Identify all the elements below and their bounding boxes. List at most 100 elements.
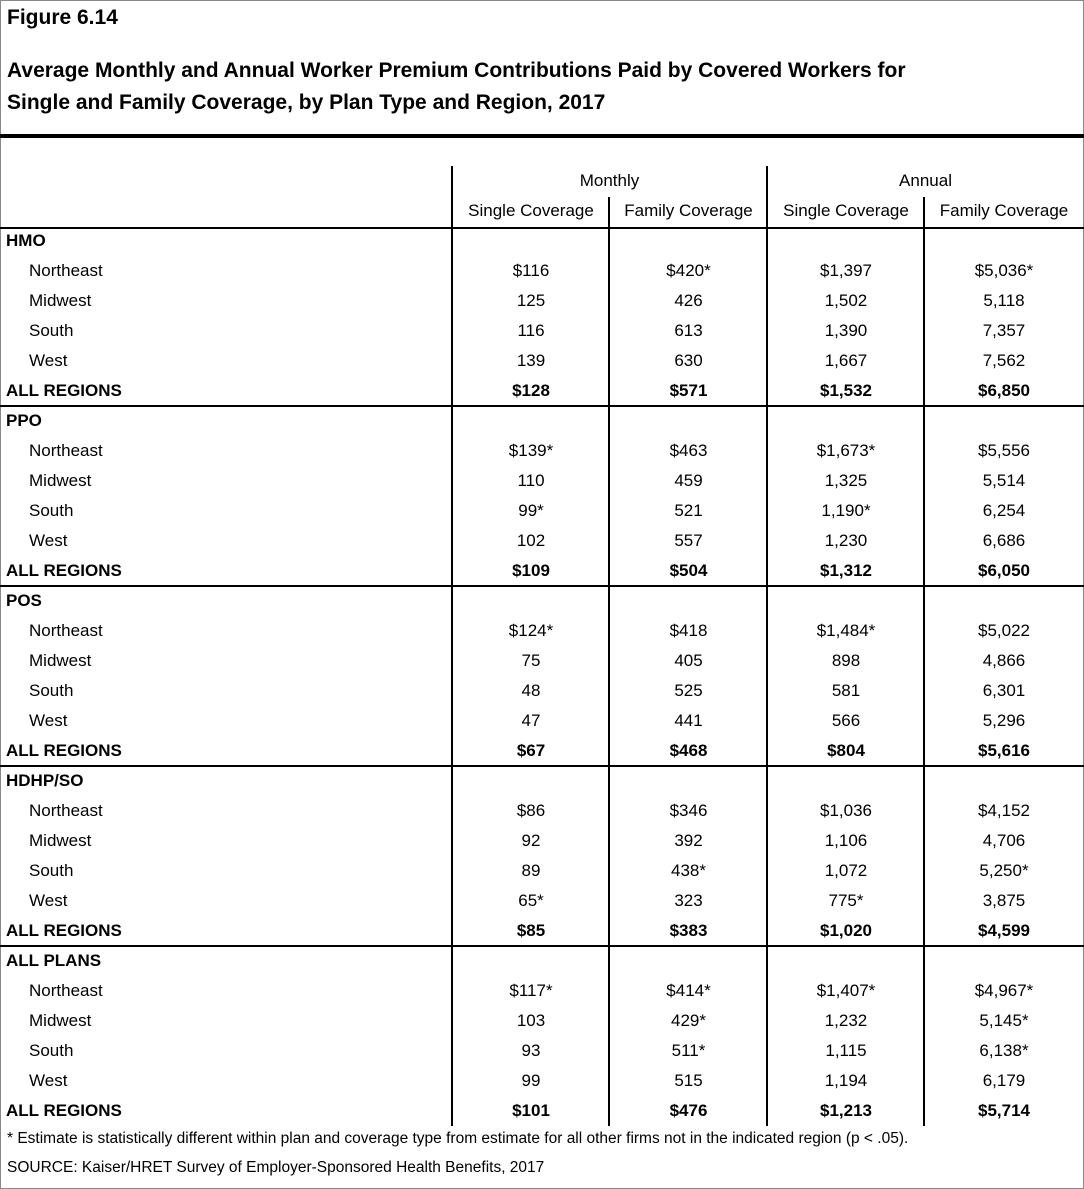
section-label: POS [6,591,42,610]
value-cell: 99 [521,1071,541,1090]
value-cell: $6,050 [978,561,1030,580]
value-cell: $1,397 [820,261,872,280]
value-cell: $139* [508,441,554,460]
all-regions-label: ALL REGIONS [6,1101,122,1120]
all-regions-label: ALL REGIONS [6,381,122,400]
value-cell: $468 [669,741,708,760]
column-divider [923,197,925,1126]
region-label: Northeast [29,441,103,460]
value-cell: 521 [674,501,703,520]
region-label: Midwest [29,831,92,850]
source-note: SOURCE: Kaiser/HRET Survey of Employer-S… [7,1159,545,1176]
value-cell: $1,407* [816,981,876,1000]
header-column: Single Coverage [783,201,909,220]
header-annual: Annual [899,171,952,190]
all-regions-label: ALL REGIONS [6,921,122,940]
value-cell: 630 [674,351,703,370]
value-cell: 581 [831,681,861,700]
region-label: West [29,531,68,550]
value-cell: $1,673* [816,441,876,460]
value-cell: 557 [674,531,703,550]
value-cell: 1,667 [824,351,868,370]
value-cell: 511* [671,1041,706,1060]
value-cell: 89 [521,861,541,880]
value-cell: 4,706 [982,831,1026,850]
value-cell: 1,115 [825,1041,867,1060]
value-cell: 1,390 [824,321,868,340]
value-cell: $109 [512,561,550,580]
value-cell: $504 [669,561,708,580]
all-regions-label: ALL REGIONS [6,741,122,760]
value-cell: $67 [516,741,546,760]
value-cell: 103 [516,1011,546,1030]
value-cell: 48 [521,681,541,700]
value-cell: $346 [669,801,708,820]
region-label: South [29,861,74,880]
value-cell: $4,599 [978,921,1030,940]
value-cell: 65* [518,891,544,910]
value-cell: 92 [521,831,541,850]
value-cell: 459 [674,471,703,490]
value-cell: 7,562 [982,351,1026,370]
header-divider [0,227,1084,229]
figure-title: Average Monthly and Annual Worker Premiu… [7,55,1067,119]
region-label: Northeast [29,801,103,820]
value-cell: 1,325 [824,471,868,490]
section-divider [0,765,1084,767]
value-cell: 5,296 [982,711,1026,730]
value-cell: $116 [512,261,550,280]
value-cell: $128 [512,381,550,400]
region-label: Northeast [29,261,103,280]
value-cell: 1,190* [821,501,871,520]
value-cell: 5,118 [983,291,1025,310]
section-label: ALL PLANS [6,951,102,970]
value-cell: 93 [521,1041,541,1060]
value-cell: 898 [831,651,861,670]
column-divider [451,166,453,1126]
header-column: Single Coverage [468,201,594,220]
section-label: HDHP/SO [6,771,84,790]
value-cell: 566 [831,711,861,730]
region-label: South [29,501,74,520]
region-label: Midwest [29,651,92,670]
value-cell: $414* [666,981,711,1000]
value-cell: $1,532 [820,381,872,400]
value-cell: $1,036 [820,801,872,820]
region-label: West [29,1071,68,1090]
value-cell: 3,875 [982,891,1026,910]
value-cell: $383 [669,921,708,940]
section-divider [0,945,1084,947]
value-cell: $476 [669,1101,708,1120]
value-cell: 99* [518,501,544,520]
region-label: South [29,1041,74,1060]
value-cell: 1,194 [824,1071,868,1090]
region-label: West [29,891,68,910]
value-cell: $5,556 [978,441,1030,460]
all-regions-label: ALL REGIONS [6,561,122,580]
section-label: PPO [6,411,42,430]
value-cell: $1,213 [820,1101,872,1120]
value-cell: $418 [669,621,708,640]
header-monthly: Monthly [579,171,640,190]
value-cell: 1,106 [824,831,868,850]
region-label: Midwest [29,1011,92,1030]
value-cell: 429* [671,1011,706,1030]
value-cell: 116 [517,321,545,340]
value-cell: 441 [674,711,703,730]
value-cell: $420* [666,261,711,280]
title-line-2: Single and Family Coverage, by Plan Type… [7,91,606,114]
value-cell: 6,254 [982,501,1026,520]
value-cell: 47 [521,711,541,730]
region-label: Northeast [29,621,103,640]
value-cell: 1,232 [824,1011,868,1030]
value-cell: 6,301 [982,681,1026,700]
value-cell: 6,138* [979,1041,1029,1060]
value-cell: 5,250* [979,861,1029,880]
value-cell: $1,484* [816,621,876,640]
value-cell: 125 [516,291,546,310]
value-cell: $5,714 [978,1101,1030,1120]
figure-label: Figure 6.14 [7,6,118,29]
value-cell: $1,020 [820,921,872,940]
value-cell: 405 [674,651,703,670]
value-cell: $463 [669,441,708,460]
